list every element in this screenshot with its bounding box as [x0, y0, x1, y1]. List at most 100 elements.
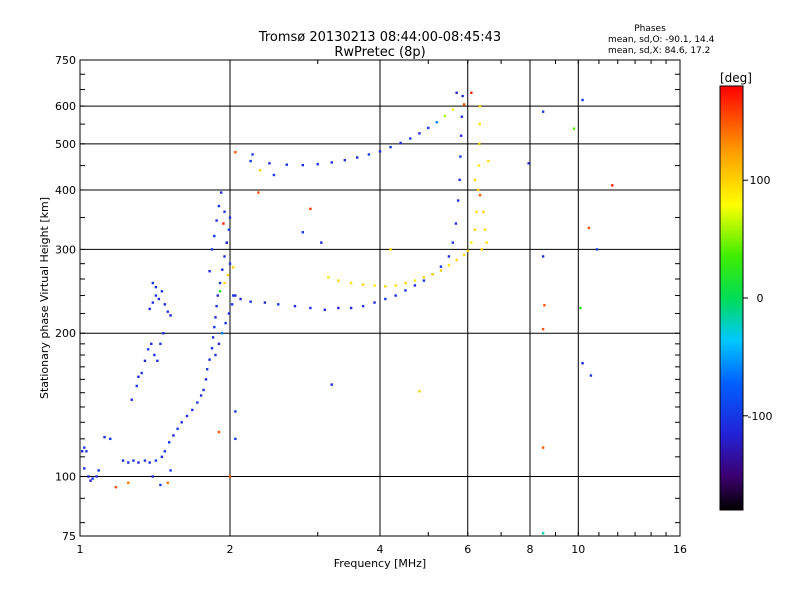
data-point: [389, 248, 392, 251]
data-point: [172, 434, 175, 437]
data-point: [140, 371, 143, 375]
data-point: [148, 461, 151, 464]
colorbar: [719, 85, 744, 511]
data-point: [337, 306, 340, 310]
data-point: [157, 297, 161, 301]
data-point: [589, 374, 593, 377]
data-point: [228, 475, 232, 478]
data-point: [404, 281, 407, 285]
data-point: [135, 384, 138, 388]
data-point: [413, 279, 417, 282]
data-point: [349, 281, 353, 285]
data-point: [228, 216, 232, 219]
data-point: [156, 359, 159, 363]
data-point: [394, 284, 397, 287]
data-point: [249, 300, 252, 303]
data-point: [458, 178, 461, 182]
data-point: [435, 121, 438, 124]
data-point: [409, 137, 412, 140]
data-point: [109, 437, 112, 441]
data-point: [378, 150, 382, 153]
data-point: [132, 459, 135, 462]
data-point: [169, 314, 172, 317]
data-point: [459, 134, 463, 137]
data-point: [97, 469, 100, 472]
data-point: [202, 388, 205, 392]
data-point: [541, 110, 545, 113]
data-point: [180, 421, 183, 424]
data-point: [483, 228, 487, 231]
data-point: [394, 294, 397, 297]
data-point: [89, 479, 92, 482]
data-point: [473, 178, 477, 182]
data-point: [148, 307, 151, 311]
x-tick-label: 6: [464, 543, 471, 556]
data-point: [143, 459, 147, 462]
data-point: [451, 241, 455, 244]
data-point: [527, 162, 530, 165]
data-point: [154, 294, 158, 297]
data-point: [103, 435, 106, 439]
data-point: [572, 127, 576, 130]
data-point: [285, 163, 288, 166]
scatter-points: [80, 91, 614, 535]
data-point: [224, 321, 227, 325]
data-point: [127, 481, 130, 485]
data-point: [234, 410, 237, 413]
data-point: [478, 122, 481, 126]
data-point: [217, 430, 221, 434]
data-point: [83, 446, 86, 449]
stats-o-mode: mean, sd,O: -90.1, 14.4: [608, 35, 715, 45]
data-point: [257, 191, 260, 194]
data-point: [226, 273, 230, 277]
data-point: [541, 532, 545, 535]
data-point: [143, 359, 147, 363]
data-point: [413, 284, 417, 287]
data-point: [418, 132, 421, 135]
data-point: [227, 312, 231, 315]
data-point: [367, 153, 371, 156]
x-tick-label: 1: [77, 543, 84, 556]
data-point: [163, 450, 167, 453]
data-point: [373, 284, 376, 287]
data-point: [330, 383, 333, 386]
data-point: [470, 91, 473, 94]
chart-subtitle: RwPretec (8p): [334, 45, 425, 60]
data-point: [85, 450, 88, 453]
data-point: [384, 285, 387, 288]
y-axis-label: Stationary phase Virtual Height [km]: [38, 197, 51, 399]
data-point: [154, 459, 158, 462]
data-point: [455, 258, 458, 262]
data-point: [316, 163, 319, 166]
data-point: [234, 437, 237, 441]
data-point: [263, 301, 267, 304]
data-point: [232, 294, 235, 297]
data-point: [214, 353, 217, 357]
y-tick-label: 600: [55, 100, 76, 113]
data-point: [204, 378, 208, 381]
data-point: [455, 91, 458, 94]
data-point: [227, 228, 231, 231]
data-point: [268, 162, 271, 165]
y-tick-label: 300: [55, 243, 76, 256]
data-point: [327, 276, 330, 279]
x-tick-label: 4: [377, 543, 384, 556]
data-point: [234, 294, 237, 297]
data-point: [208, 358, 211, 361]
data-point: [213, 234, 216, 238]
data-point: [137, 375, 140, 378]
data-point: [249, 159, 252, 163]
data-point: [239, 297, 242, 301]
data-point: [301, 163, 305, 167]
data-point: [216, 294, 219, 297]
data-point: [160, 455, 164, 459]
data-point: [349, 306, 353, 310]
data-point: [228, 262, 232, 265]
data-point: [478, 142, 481, 146]
data-point: [159, 483, 162, 487]
data-point: [581, 98, 584, 102]
data-point: [475, 210, 478, 213]
x-tick-label: 10: [571, 543, 585, 556]
data-point: [451, 108, 455, 111]
data-point: [480, 248, 483, 251]
